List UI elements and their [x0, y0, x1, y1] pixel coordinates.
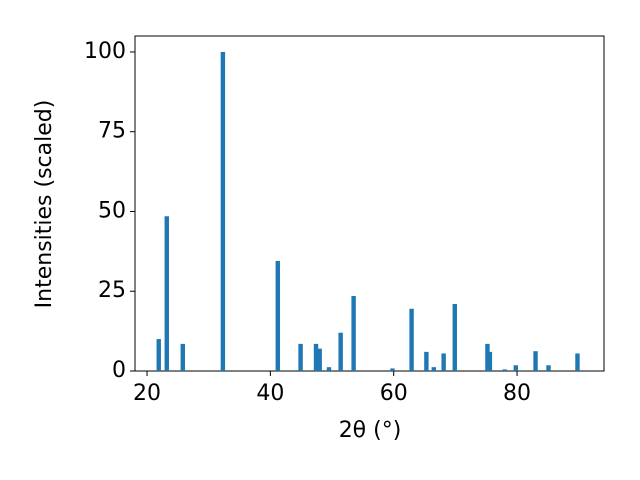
bar: [441, 353, 446, 371]
bar: [298, 343, 303, 371]
bar: [546, 365, 551, 371]
y-tick-label: 0: [112, 358, 126, 383]
bar: [390, 368, 395, 371]
bar: [575, 353, 580, 371]
y-tick-label: 75: [98, 119, 126, 144]
bar: [275, 260, 280, 371]
bar: [156, 339, 161, 371]
bar: [164, 216, 169, 371]
x-tick-label: 60: [380, 381, 408, 406]
x-tick-label: 40: [256, 381, 284, 406]
bar: [220, 51, 226, 371]
x-tick-label: 80: [503, 381, 531, 406]
bar: [317, 348, 322, 371]
bar: [180, 343, 185, 371]
bar: [351, 296, 356, 371]
x-tick-label: 20: [133, 381, 161, 406]
bar: [338, 332, 343, 371]
plot-frame: [134, 35, 605, 372]
x-axis-label: 2θ (°): [339, 418, 402, 443]
bar: [502, 369, 507, 371]
bar: [431, 367, 436, 371]
bar: [326, 367, 332, 371]
bar: [513, 365, 519, 371]
bar: [487, 351, 493, 371]
bar: [409, 308, 414, 371]
y-tick-label: 100: [84, 39, 126, 64]
bar: [452, 304, 457, 371]
bar: [485, 343, 490, 371]
bar: [313, 343, 319, 371]
bar: [533, 351, 538, 371]
bar: [424, 351, 429, 371]
y-tick-label: 50: [98, 198, 126, 223]
y-tick-label: 25: [98, 278, 126, 303]
y-axis-label: Intensities (scaled): [32, 100, 57, 309]
